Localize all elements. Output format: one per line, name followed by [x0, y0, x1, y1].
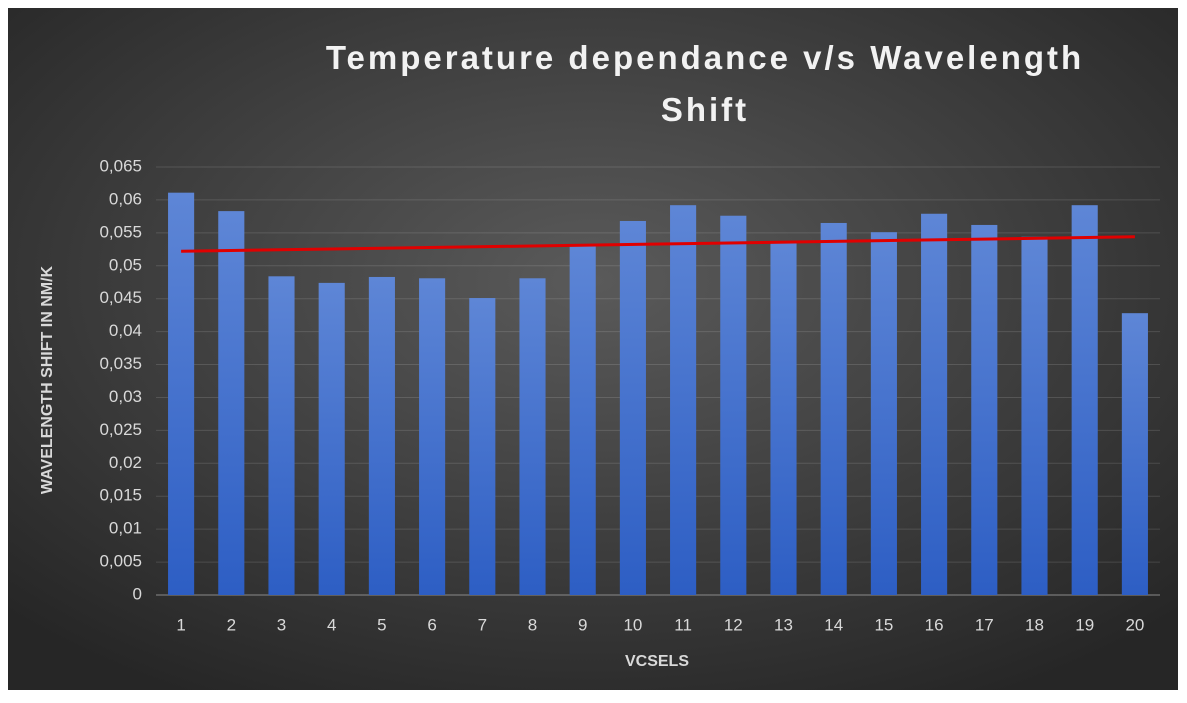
bar — [318, 282, 345, 595]
y-tick-label: 0,01 — [109, 519, 142, 538]
x-tick-label: 17 — [975, 615, 994, 634]
y-tick-label: 0,025 — [99, 420, 142, 439]
x-tick-label: 3 — [277, 615, 286, 634]
x-tick-label: 10 — [623, 615, 642, 634]
bar — [971, 224, 998, 595]
x-tick-label: 13 — [774, 615, 793, 634]
bar — [870, 232, 897, 596]
x-tick-label: 7 — [478, 615, 487, 634]
chart-title: Temperature dependance v/s Wavelength Sh… — [325, 39, 1085, 128]
x-tick-label: 9 — [578, 615, 587, 634]
bar — [368, 276, 395, 595]
bar — [168, 192, 195, 595]
y-tick-label: 0,015 — [99, 486, 142, 505]
bar — [268, 276, 295, 595]
y-tick-label: 0 — [133, 584, 142, 603]
x-tick-label: 8 — [528, 615, 537, 634]
y-tick-label: 0,065 — [99, 156, 142, 175]
bar — [569, 246, 596, 595]
trendline — [181, 235, 1135, 253]
y-tick-label: 0,035 — [99, 354, 142, 373]
bar — [720, 215, 747, 596]
bar — [419, 278, 446, 595]
x-tick-label: 11 — [674, 615, 692, 634]
x-tick-label: 2 — [227, 615, 236, 634]
bar — [1121, 313, 1148, 595]
bar — [820, 222, 847, 595]
x-tick-label: 15 — [874, 615, 893, 634]
bar — [1021, 236, 1048, 595]
y-tick-label: 0,04 — [109, 321, 142, 340]
y-tick-label: 0,05 — [109, 255, 142, 274]
bar — [1071, 205, 1098, 595]
bar — [218, 211, 245, 595]
y-tick-label: 0,045 — [99, 288, 142, 307]
x-tick-label: 4 — [327, 615, 336, 634]
x-tick-label: 18 — [1025, 615, 1044, 634]
y-tick-label: 0,055 — [99, 222, 142, 241]
bar — [770, 242, 797, 595]
y-axis-label: WAVELENGTH SHIFT IN NM/K — [39, 265, 56, 494]
y-tick-label: 0,06 — [109, 189, 142, 208]
y-tick-label: 0,03 — [109, 387, 142, 406]
x-tick-label: 6 — [427, 615, 436, 634]
x-tick-label: 1 — [176, 615, 185, 634]
bar — [519, 278, 546, 595]
x-tick-label: 19 — [1075, 615, 1094, 634]
x-tick-label: 14 — [824, 615, 843, 634]
bar — [670, 205, 697, 595]
y-tick-label: 0,005 — [99, 552, 142, 571]
x-tick-label: 20 — [1125, 615, 1144, 634]
x-tick-label: 5 — [377, 615, 386, 634]
x-tick-label: 16 — [925, 615, 944, 634]
bar — [469, 298, 496, 595]
bar — [619, 220, 646, 596]
bar — [921, 213, 948, 595]
y-tick-label: 0,02 — [109, 453, 142, 472]
x-tick-label: 12 — [724, 615, 743, 634]
x-axis-label: VCSELS — [625, 653, 689, 670]
